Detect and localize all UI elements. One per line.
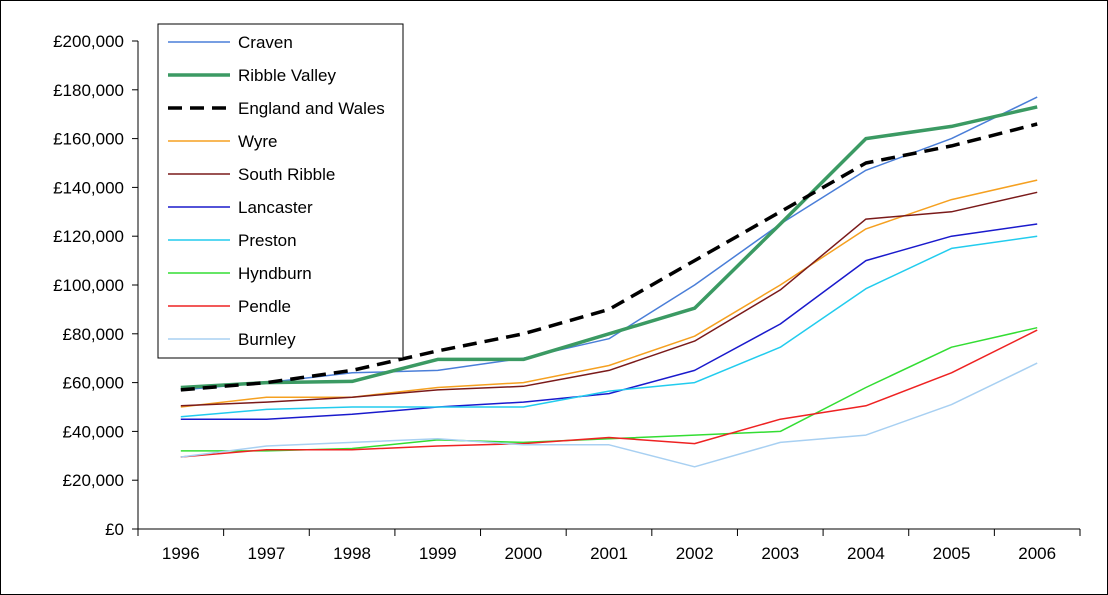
legend-label-lancaster: Lancaster: [238, 198, 313, 217]
legend-label-preston: Preston: [238, 231, 297, 250]
y-tick-label: £160,000: [53, 130, 124, 149]
x-tick-label: 1998: [333, 544, 371, 563]
legend-label-wyre: Wyre: [238, 132, 278, 151]
series-line-pendle: [180, 329, 1038, 458]
y-tick-label: £20,000: [63, 471, 124, 490]
series-line-ribble-valley: [180, 105, 1038, 390]
x-tick-label: 2001: [590, 544, 628, 563]
y-tick-label: £180,000: [53, 81, 124, 100]
legend-label-south-ribble: South Ribble: [238, 165, 335, 184]
series-line-burnley: [180, 362, 1038, 468]
x-tick-label: 2000: [504, 544, 542, 563]
x-tick-label: 1999: [419, 544, 457, 563]
y-tick-label: £0: [105, 520, 124, 539]
series-line-lancaster: [180, 223, 1038, 420]
x-tick-label: 2002: [676, 544, 714, 563]
legend-label-pendle: Pendle: [238, 297, 291, 316]
legend-label-england-and-wales: England and Wales: [238, 99, 385, 118]
series-line-south-ribble: [180, 191, 1038, 407]
legend: Craven Ribble Valley England and Wales Wyre…: [157, 23, 404, 359]
axes: £0 £20,000 £40,000 £60,000 £80,000 £100,000 £1…: [53, 32, 1081, 563]
x-tick-label: 2004: [847, 544, 885, 563]
y-tick-label: £80,000: [63, 325, 124, 344]
y-tick-label: £40,000: [63, 422, 124, 441]
y-tick-label: £140,000: [53, 178, 124, 197]
legend-box: [157, 23, 404, 359]
legend-label-burnley: Burnley: [238, 330, 296, 349]
x-tick-label: 2003: [761, 544, 799, 563]
x-tick-label: 2005: [933, 544, 971, 563]
y-tick-label: £60,000: [63, 374, 124, 393]
x-tick-label: 1996: [162, 544, 200, 563]
y-tick-label: £100,000: [53, 276, 124, 295]
series-line-england-and-wales: [180, 122, 1038, 392]
legend-label-ribble-valley: Ribble Valley: [238, 66, 336, 85]
legend-label-craven: Craven: [238, 33, 293, 52]
y-tick-label: £120,000: [53, 227, 124, 246]
legend-label-hyndburn: Hyndburn: [238, 264, 312, 283]
series-line-preston: [180, 235, 1038, 418]
x-tick-label: 2006: [1018, 544, 1056, 563]
x-tick-label: 1997: [248, 544, 286, 563]
y-tick-label: £200,000: [53, 32, 124, 51]
series-layer: [180, 96, 1038, 468]
series-line-wyre: [180, 179, 1038, 408]
